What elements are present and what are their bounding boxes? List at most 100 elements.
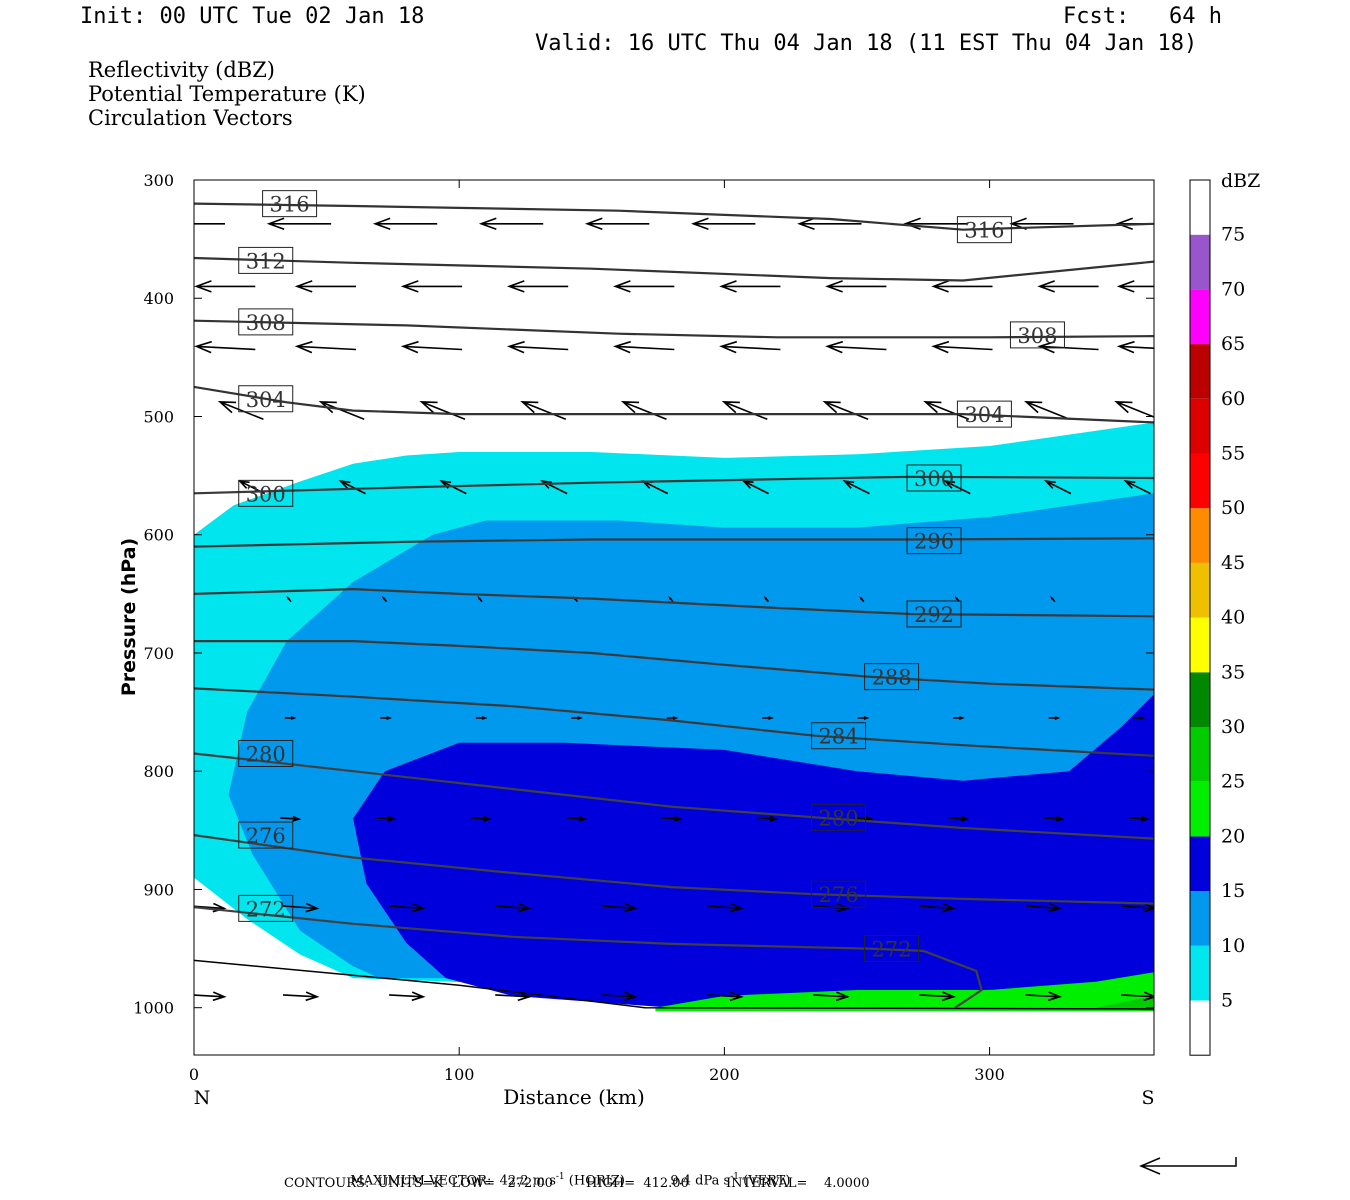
theta-label-box <box>956 400 1012 428</box>
horiz-vector-exponent: -1 <box>555 1172 565 1182</box>
vector-arrow-3-3 <box>520 401 567 421</box>
colorbar-level-60: 60 <box>1221 388 1245 410</box>
theta-label-284-0: 284 <box>811 722 867 750</box>
vector-arrow-2-6 <box>825 340 887 354</box>
vector-arrow-9-4 <box>601 991 638 1002</box>
vector-arrow-2-3 <box>506 340 569 354</box>
vector-arrow-2-0 <box>194 340 256 354</box>
vector-arrow-8-9 <box>1120 902 1154 913</box>
colorbar-level-35: 35 <box>1221 661 1245 683</box>
vector-arrow-9-7 <box>919 991 956 1002</box>
vector-arrow-6-1 <box>380 716 392 720</box>
theta-label-292-0: 292 <box>906 600 962 628</box>
colorbar-swatch-5 <box>1190 727 1210 782</box>
theta-label-box <box>906 600 962 628</box>
north-label: N <box>194 1087 211 1109</box>
vector-arrow-0-1 <box>266 217 332 230</box>
vector-arrow-6-9 <box>1133 716 1146 720</box>
init-time: Init: 00 UTC Tue 02 Jan 18 <box>80 4 425 29</box>
vector-arrow-9-0 <box>194 991 227 1002</box>
forecast-hour: Fcst: 64 h <box>1063 4 1222 29</box>
vector-arrow-6-7 <box>953 716 965 720</box>
plot-frame <box>193 179 1155 1056</box>
colorbar-swatch-14 <box>1190 234 1210 290</box>
y-tick-label: 400 <box>143 289 174 308</box>
colorbar-swatch-8 <box>1190 562 1210 618</box>
vector-arrow-7-0 <box>280 815 302 822</box>
theta-label-308-1: 308 <box>1009 321 1065 349</box>
vector-arrow-2-9 <box>1116 340 1154 354</box>
vector-arrow-3-1 <box>318 401 365 421</box>
colorbar-swatch-6 <box>1190 672 1210 727</box>
colorbar-frame <box>1189 179 1211 1056</box>
colorbar-level-75: 75 <box>1221 224 1245 246</box>
x-tick-label: 300 <box>974 1065 1005 1084</box>
vector-arrow-1-4 <box>613 280 675 293</box>
vector-arrow-3-2 <box>419 401 466 421</box>
theta-label-text: 280 <box>246 742 286 766</box>
theta-label-text: 304 <box>964 403 1004 427</box>
vector-arrow-5-6 <box>859 596 865 603</box>
vector-arrow-8-3 <box>495 902 532 913</box>
y-tick-label: 600 <box>143 526 174 545</box>
colorbar-swatch-1 <box>1190 945 1210 1001</box>
vector-arrow-7-7 <box>948 815 970 822</box>
theta-label-308-0: 308 <box>238 308 294 336</box>
vector-arrow-5-1 <box>381 596 388 603</box>
vector-arrow-0-0 <box>194 223 225 225</box>
theta-label-280-1: 280 <box>811 803 867 831</box>
vert-vector-value: 9.4 dPa s <box>670 1173 731 1189</box>
theta-contour-288 <box>194 639 1154 691</box>
theta-label-box <box>811 803 867 831</box>
colorbar-swatch-3 <box>1190 836 1210 892</box>
vector-arrow-4-7 <box>943 480 971 495</box>
vector-arrow-7-9 <box>1128 815 1150 822</box>
colorbar-level-40: 40 <box>1221 607 1245 629</box>
colorbar-level-15: 15 <box>1221 880 1245 902</box>
theta-contour-272 <box>194 906 983 1009</box>
vector-arrow-0-3 <box>478 217 544 230</box>
theta-label-box <box>906 464 962 492</box>
theta-label-text: 288 <box>872 666 912 690</box>
vector-arrow-4-9 <box>1123 480 1151 495</box>
vector-arrow-6-8 <box>1048 716 1061 720</box>
theta-label-box <box>864 935 920 963</box>
theta-contour-304 <box>194 385 1154 424</box>
y-tick-label: 500 <box>143 407 174 426</box>
vector-arrow-0-5 <box>691 217 756 230</box>
theta-label-box <box>238 739 294 767</box>
vector-arrow-5-8 <box>1050 596 1056 603</box>
max-vector-label: MAXIMUM VECTOR: <box>350 1173 492 1189</box>
colorbar-title: dBZ <box>1221 170 1260 192</box>
field-potential-temperature: Potential Temperature (K) <box>88 82 366 106</box>
terrain-line <box>194 959 1154 1010</box>
theta-label-box <box>238 894 294 922</box>
theta-label-272-0: 272 <box>238 894 294 922</box>
vector-arrow-3-7 <box>923 401 970 421</box>
reflectivity-region-25 <box>1095 995 1154 1012</box>
vector-arrow-1-5 <box>719 280 781 293</box>
max-vector-info: MAXIMUM VECTOR: 42.2 m s-1 (HORIZ) 9.4 d… <box>342 1157 790 1188</box>
vector-arrow-7-8 <box>1043 815 1065 822</box>
y-tick-label: 300 <box>143 171 174 190</box>
field-reflectivity: Reflectivity (dBZ) <box>88 58 276 82</box>
vector-arrow-7-4 <box>661 815 683 822</box>
vector-arrow-9-6 <box>813 991 850 1002</box>
vector-arrow-1-7 <box>931 280 993 293</box>
colorbar-level-45: 45 <box>1221 552 1245 574</box>
vector-arrow-4-5 <box>741 480 769 495</box>
vector-arrow-6-0 <box>284 716 297 720</box>
vector-arrow-8-2 <box>389 902 426 913</box>
theta-label-text: 276 <box>819 883 859 907</box>
theta-label-300-0: 300 <box>238 479 294 507</box>
vector-arrow-1-8 <box>1037 280 1099 293</box>
y-tick-label: 1000 <box>133 999 174 1018</box>
contour-info: CONTOURS: UNITS=K LOW= 272.00 HIGH= 412.… <box>284 1176 870 1191</box>
vector-arrow-2-5 <box>719 340 781 354</box>
vector-arrow-6-2 <box>475 716 488 720</box>
theta-label-304-1: 304 <box>956 400 1012 428</box>
theta-label-text: 272 <box>246 897 286 921</box>
colorbar-level-50: 50 <box>1221 497 1245 519</box>
theta-label-box <box>864 663 920 691</box>
theta-label-text: 272 <box>872 938 912 962</box>
